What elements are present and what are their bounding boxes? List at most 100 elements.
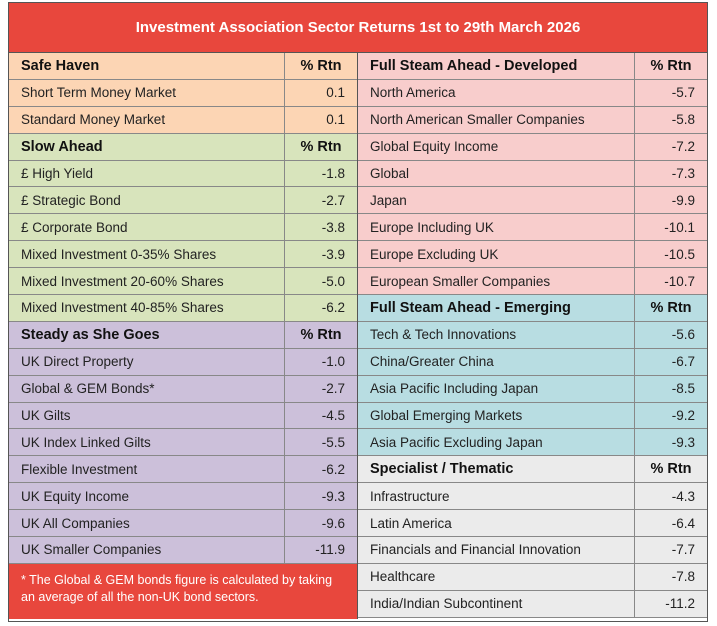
sector-name: £ High Yield — [9, 160, 285, 187]
table-title: Investment Association Sector Returns 1s… — [9, 3, 707, 53]
sector-return: -10.7 — [664, 273, 695, 289]
sector-name: UK Direct Property — [9, 348, 285, 375]
sector-return: -3.8 — [321, 219, 345, 235]
section-header: Full Steam Ahead - Emerging % Rtn — [358, 295, 707, 322]
sector-name: Global — [358, 160, 635, 187]
sector-row: Japan -9.9 — [358, 187, 707, 215]
sector-row: Global Equity Income -7.2 — [358, 133, 707, 161]
sector-name: Short Term Money Market — [9, 79, 285, 106]
sector-return: 0.1 — [326, 112, 345, 128]
sector-name: Global Emerging Markets — [358, 402, 635, 429]
sector-name: UK Index Linked Gilts — [9, 429, 285, 456]
sector-return: -7.8 — [671, 569, 695, 585]
sector-return: -5.7 — [671, 85, 695, 101]
sector-row: Global Emerging Markets -9.2 — [358, 402, 707, 430]
sector-return: -9.9 — [671, 192, 695, 208]
sector-name: Financials and Financial Innovation — [358, 537, 635, 563]
value-header: % Rtn — [650, 461, 692, 478]
sector-return: -9.6 — [321, 515, 345, 531]
sector-row: Mixed Investment 40-85% Shares -6.2 — [9, 295, 357, 322]
section-header: Steady as She Goes % Rtn — [9, 321, 357, 349]
sector-row: Europe Including UK -10.1 — [358, 214, 707, 242]
sector-row: UK All Companies -9.6 — [9, 510, 357, 538]
left-column: Safe Haven % Rtn Short Term Money Market 0.… — [9, 53, 358, 619]
value-header: % Rtn — [650, 299, 692, 316]
sector-row: Mixed Investment 20-60% Shares -5.0 — [9, 268, 357, 296]
sector-name: Mixed Investment 40-85% Shares — [9, 295, 285, 321]
sector-row: Short Term Money Market 0.1 — [9, 79, 357, 107]
sector-name: Japan — [358, 187, 635, 214]
value-header: % Rtn — [300, 138, 342, 155]
value-header: % Rtn — [300, 326, 342, 343]
section-heading: Slow Ahead — [9, 133, 285, 160]
sector-row: North America -5.7 — [358, 79, 707, 107]
sector-row: Global & GEM Bonds* -2.7 — [9, 375, 357, 403]
sector-name: Standard Money Market — [9, 106, 285, 133]
sector-row: Global -7.3 — [358, 160, 707, 188]
sector-name: Global Equity Income — [358, 133, 635, 160]
sector-name: Europe Including UK — [358, 214, 635, 241]
sector-row: UK Direct Property -1.0 — [9, 348, 357, 376]
sector-row: UK Equity Income -9.3 — [9, 483, 357, 511]
sector-name: Europe Excluding UK — [358, 241, 635, 268]
sector-name: Infrastructure — [358, 483, 635, 510]
sector-name: China/Greater China — [358, 348, 635, 375]
sector-return: -11.2 — [665, 596, 695, 612]
sector-return: -10.1 — [664, 219, 695, 235]
section-header: Slow Ahead % Rtn — [9, 133, 357, 161]
sector-row: Europe Excluding UK -10.5 — [358, 241, 707, 269]
sector-name: India/Indian Subcontinent — [358, 590, 635, 617]
sector-name: Healthcare — [358, 563, 635, 590]
sector-name: UK Equity Income — [9, 483, 285, 510]
sector-name: Asia Pacific Including Japan — [358, 375, 635, 402]
sector-row: Latin America -6.4 — [358, 510, 707, 538]
section-header: Safe Haven % Rtn — [9, 53, 357, 80]
sector-return: -11.9 — [315, 542, 345, 558]
right-column: Full Steam Ahead - Developed % Rtn North A… — [358, 53, 707, 618]
footnote: * The Global & GEM bonds figure is calcu… — [9, 563, 357, 619]
sector-row: UK Smaller Companies -11.9 — [9, 537, 357, 564]
sector-row: UK Gilts -4.5 — [9, 402, 357, 430]
sector-name: Latin America — [358, 510, 635, 537]
sector-row: £ High Yield -1.8 — [9, 160, 357, 188]
sector-return: -7.3 — [671, 166, 695, 181]
sector-name: Asia Pacific Excluding Japan — [358, 429, 635, 456]
sector-name: Flexible Investment — [9, 456, 285, 483]
section-heading: Specialist / Thematic — [358, 456, 635, 483]
sector-name: Mixed Investment 20-60% Shares — [9, 268, 285, 295]
sector-name: Tech & Tech Innovations — [358, 321, 635, 348]
sector-row: Flexible Investment -6.2 — [9, 456, 357, 484]
value-header: % Rtn — [650, 57, 692, 74]
sector-return: -2.7 — [321, 192, 345, 208]
sector-return: -5.8 — [671, 112, 695, 128]
sector-row: China/Greater China -6.7 — [358, 348, 707, 376]
sector-name: £ Corporate Bond — [9, 214, 285, 241]
sector-return: -10.5 — [664, 246, 695, 262]
sector-return: -9.3 — [671, 434, 695, 450]
sector-row: India/Indian Subcontinent -11.2 — [358, 590, 707, 618]
sector-name: UK Gilts — [9, 402, 285, 429]
sector-row: Mixed Investment 0-35% Shares -3.9 — [9, 241, 357, 269]
section-heading: Safe Haven — [9, 53, 285, 79]
section-header: Specialist / Thematic % Rtn — [358, 456, 707, 484]
section-header: Full Steam Ahead - Developed % Rtn — [358, 53, 707, 80]
sector-return: 0.1 — [326, 85, 345, 101]
sector-return: -9.2 — [671, 408, 695, 424]
sector-return: -8.5 — [671, 381, 695, 397]
sector-return: -1.0 — [321, 354, 345, 370]
sector-return: -1.8 — [321, 166, 345, 181]
sector-row: UK Index Linked Gilts -5.5 — [9, 429, 357, 457]
sector-row: £ Corporate Bond -3.8 — [9, 214, 357, 242]
sector-return: -6.4 — [671, 515, 695, 531]
sector-name: UK All Companies — [9, 510, 285, 537]
sector-return: -4.5 — [321, 408, 345, 424]
sector-return: -5.5 — [321, 434, 345, 450]
sector-return: -9.3 — [321, 488, 345, 504]
value-header: % Rtn — [300, 57, 342, 74]
sector-name: North America — [358, 79, 635, 106]
sector-row: Infrastructure -4.3 — [358, 483, 707, 511]
sector-row: European Smaller Companies -10.7 — [358, 268, 707, 296]
section-heading: Full Steam Ahead - Developed — [358, 53, 635, 79]
sector-row: Asia Pacific Excluding Japan -9.3 — [358, 429, 707, 457]
sector-name: European Smaller Companies — [358, 268, 635, 295]
